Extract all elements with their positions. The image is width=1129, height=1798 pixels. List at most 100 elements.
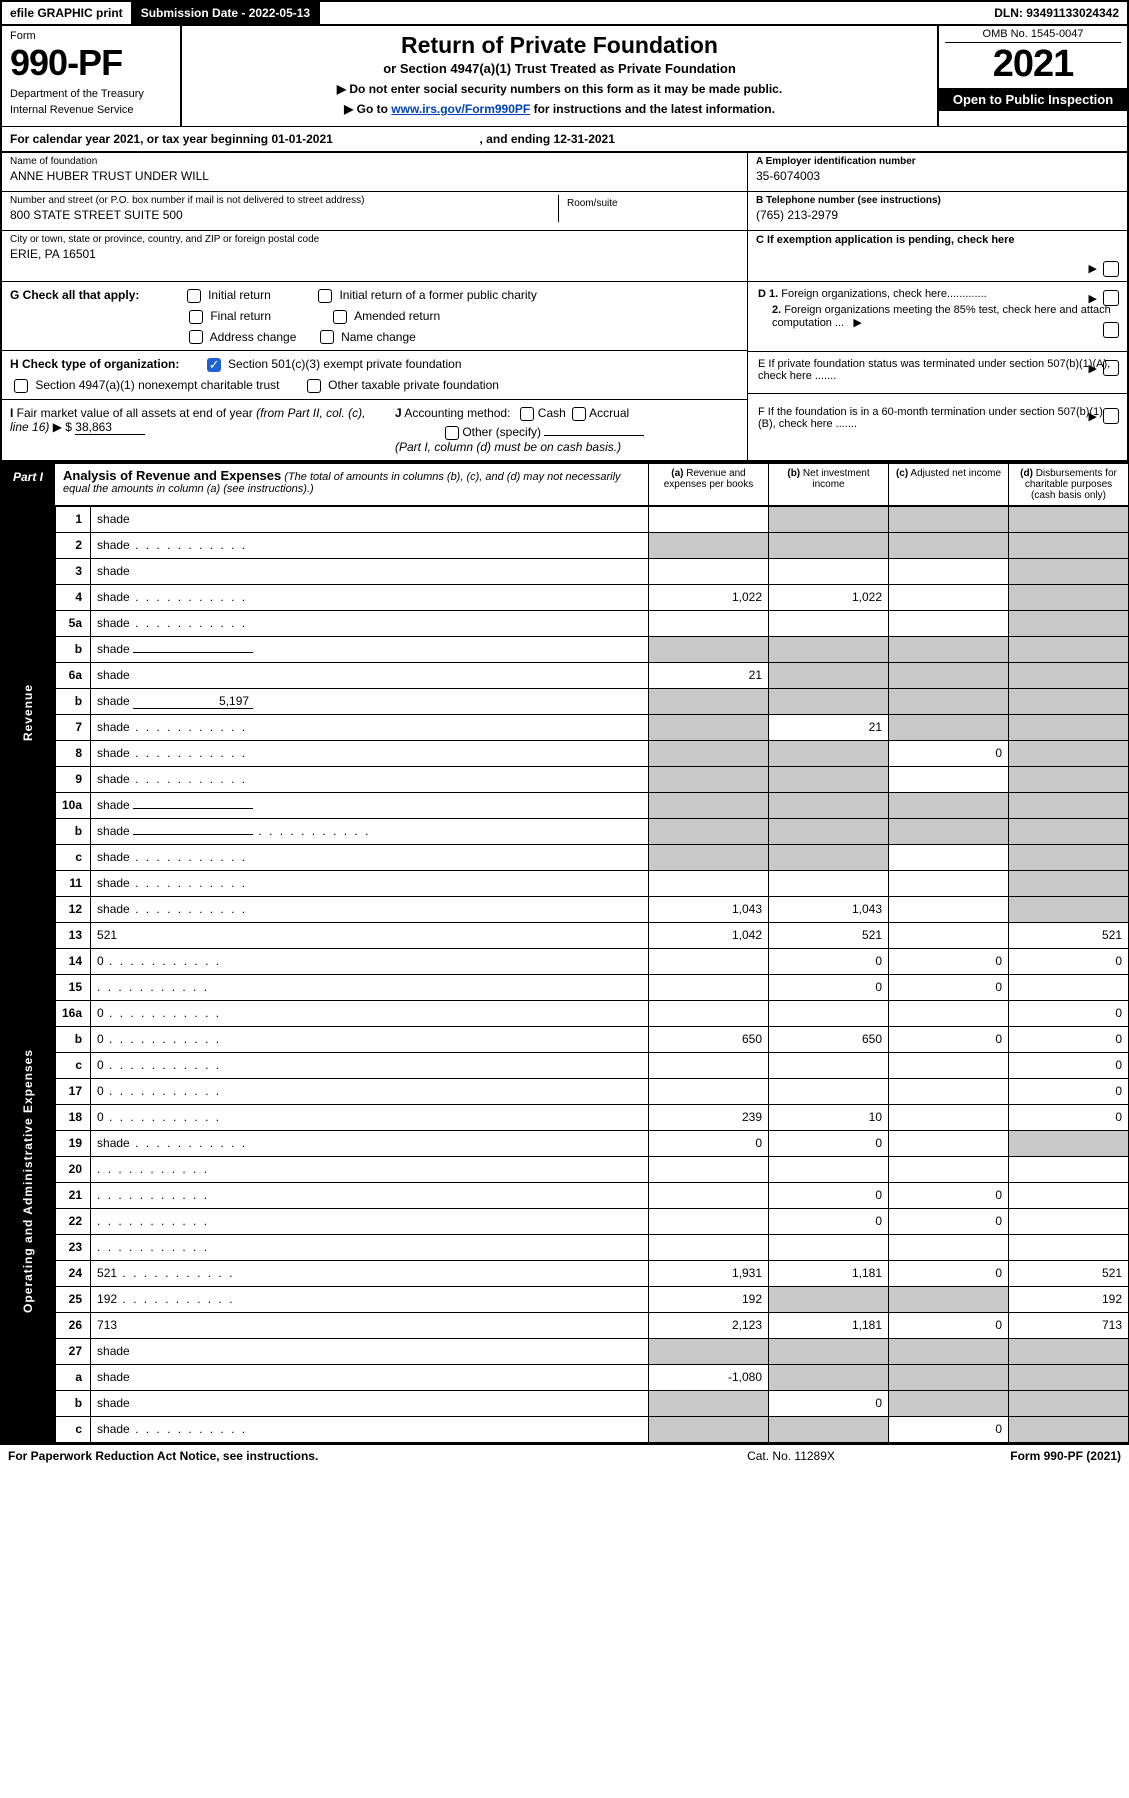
line-description: 521 — [91, 922, 649, 948]
cell-a: 2,123 — [649, 1312, 769, 1338]
accrual-checkbox[interactable] — [572, 407, 586, 421]
open-inspection: Open to Public Inspection — [939, 88, 1127, 111]
cell-a: 1,042 — [649, 922, 769, 948]
check-section: G Check all that apply: Initial return I… — [0, 282, 1129, 400]
cell-a — [649, 844, 769, 870]
cell-b: 21 — [769, 714, 889, 740]
line-number: 15 — [56, 974, 91, 1000]
cell-a: 650 — [649, 1026, 769, 1052]
col-a-header: (a) Revenue and expenses per books — [648, 464, 768, 505]
cell-a — [649, 714, 769, 740]
initial-former-checkbox[interactable] — [318, 289, 332, 303]
cell-b — [769, 844, 889, 870]
line-number: 12 — [56, 896, 91, 922]
cell-c — [889, 1364, 1009, 1390]
cell-a — [649, 1416, 769, 1442]
cell-c — [889, 792, 1009, 818]
other-taxable-checkbox[interactable] — [307, 379, 321, 393]
terminated-checkbox[interactable] — [1103, 360, 1119, 376]
line-number: 10a — [56, 792, 91, 818]
cell-c — [889, 662, 1009, 688]
address-change-checkbox[interactable] — [189, 330, 203, 344]
amended-checkbox[interactable] — [333, 310, 347, 324]
cell-a — [649, 1234, 769, 1260]
part1-tab: Part I — [1, 464, 55, 505]
dept-treasury: Department of the Treasury — [10, 88, 172, 100]
cell-a — [649, 1000, 769, 1026]
cell-d — [1009, 1208, 1129, 1234]
line-number: 7 — [56, 714, 91, 740]
line-description: shade — [91, 610, 649, 636]
cell-c — [889, 870, 1009, 896]
cell-b: 0 — [769, 1390, 889, 1416]
fmv-value: 38,863 — [75, 420, 145, 435]
foreign-checkbox[interactable] — [1103, 290, 1119, 306]
cell-a — [649, 1390, 769, 1416]
cell-d: 0 — [1009, 948, 1129, 974]
cell-a — [649, 974, 769, 1000]
cat-no: Cat. No. 11289X — [661, 1449, 921, 1463]
other-method-checkbox[interactable] — [445, 426, 459, 440]
4947a1-checkbox[interactable] — [14, 379, 28, 393]
efile-label: efile GRAPHIC print — [2, 2, 133, 24]
col-c-header: (c) Adjusted net income — [888, 464, 1008, 505]
line-number: 20 — [56, 1156, 91, 1182]
name-change-checkbox[interactable] — [320, 330, 334, 344]
cell-d — [1009, 896, 1129, 922]
line-number: 26 — [56, 1312, 91, 1338]
line-number: 17 — [56, 1078, 91, 1104]
cell-d — [1009, 688, 1129, 714]
cell-d — [1009, 636, 1129, 662]
cell-a: 1,043 — [649, 896, 769, 922]
line-number: 19 — [56, 1130, 91, 1156]
foreign-85-checkbox[interactable] — [1103, 322, 1119, 338]
line-description: shade — [91, 636, 649, 662]
cell-b — [769, 766, 889, 792]
cell-b — [769, 1000, 889, 1026]
cell-b: 1,181 — [769, 1260, 889, 1286]
cell-d — [1009, 1130, 1129, 1156]
cell-d — [1009, 740, 1129, 766]
cell-d — [1009, 662, 1129, 688]
city-state-zip: ERIE, PA 16501 — [10, 247, 739, 261]
cell-b — [769, 688, 889, 714]
cell-b: 1,022 — [769, 584, 889, 610]
form-header: Form 990-PF Department of the Treasury I… — [0, 26, 1129, 126]
cell-b — [769, 1078, 889, 1104]
cell-a — [649, 532, 769, 558]
cell-c — [889, 922, 1009, 948]
dept-irs: Internal Revenue Service — [10, 104, 172, 116]
cell-a — [649, 1338, 769, 1364]
line-number: 9 — [56, 766, 91, 792]
top-bar: efile GRAPHIC print Submission Date - 20… — [0, 0, 1129, 26]
entity-info: Name of foundation ANNE HUBER TRUST UNDE… — [0, 153, 1129, 282]
cell-c — [889, 506, 1009, 532]
final-return-checkbox[interactable] — [189, 310, 203, 324]
initial-return-checkbox[interactable] — [187, 289, 201, 303]
line-description: 0 — [91, 1000, 649, 1026]
expenses-sidebar: Operating and Administrative Expenses — [1, 922, 56, 1442]
irs-link[interactable]: www.irs.gov/Form990PF — [391, 102, 530, 116]
cell-c — [889, 1104, 1009, 1130]
line-description: shade — [91, 532, 649, 558]
form-ref: Form 990-PF (2021) — [921, 1449, 1121, 1463]
name-label: Name of foundation — [10, 156, 739, 167]
cell-c — [889, 1286, 1009, 1312]
line-number: 16a — [56, 1000, 91, 1026]
line-description — [91, 974, 649, 1000]
line-description — [91, 1208, 649, 1234]
cell-b — [769, 506, 889, 532]
cell-d — [1009, 506, 1129, 532]
cell-c — [889, 1130, 1009, 1156]
cash-checkbox[interactable] — [520, 407, 534, 421]
cell-b: 650 — [769, 1026, 889, 1052]
501c3-checkbox[interactable] — [207, 358, 221, 372]
cell-b — [769, 1234, 889, 1260]
line-number: 23 — [56, 1234, 91, 1260]
cell-b: 10 — [769, 1104, 889, 1130]
form-subtitle: or Section 4947(a)(1) Trust Treated as P… — [192, 61, 927, 76]
exemption-checkbox[interactable] — [1103, 261, 1119, 277]
60month-checkbox[interactable] — [1103, 408, 1119, 424]
cell-d: 713 — [1009, 1312, 1129, 1338]
cell-b: 0 — [769, 1130, 889, 1156]
